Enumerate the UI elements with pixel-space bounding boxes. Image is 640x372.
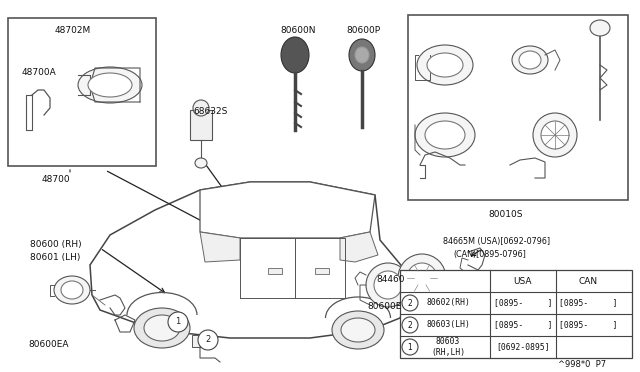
Text: 84665M (USA)[0692-0796]: 84665M (USA)[0692-0796] xyxy=(443,237,550,246)
Polygon shape xyxy=(90,182,410,338)
Ellipse shape xyxy=(590,20,610,36)
Ellipse shape xyxy=(134,308,190,348)
Polygon shape xyxy=(200,232,240,262)
Ellipse shape xyxy=(415,113,475,157)
Text: 80600N: 80600N xyxy=(280,26,316,35)
Ellipse shape xyxy=(281,37,309,73)
Bar xyxy=(8,18,156,166)
Text: [0895-     ]: [0895- ] xyxy=(493,321,552,330)
Ellipse shape xyxy=(398,254,446,302)
Text: [0895-     ]: [0895- ] xyxy=(559,321,617,330)
Text: [0895-     ]: [0895- ] xyxy=(493,298,552,308)
Ellipse shape xyxy=(195,158,207,168)
Text: 80603
(RH,LH): 80603 (RH,LH) xyxy=(431,337,465,357)
Ellipse shape xyxy=(54,276,90,304)
Bar xyxy=(268,268,282,274)
Ellipse shape xyxy=(402,295,418,311)
Ellipse shape xyxy=(341,318,375,342)
Ellipse shape xyxy=(144,315,180,341)
Text: ^998*0  P7: ^998*0 P7 xyxy=(558,360,606,369)
Text: 80010S: 80010S xyxy=(488,210,522,219)
Text: 48702M: 48702M xyxy=(55,26,92,35)
Polygon shape xyxy=(200,182,375,238)
Ellipse shape xyxy=(427,53,463,77)
Ellipse shape xyxy=(332,311,384,349)
Bar xyxy=(400,270,632,358)
Text: 2: 2 xyxy=(408,298,412,308)
Text: 68632S: 68632S xyxy=(193,107,227,116)
Text: 80600 (RH): 80600 (RH) xyxy=(30,240,82,249)
Ellipse shape xyxy=(417,45,473,85)
Text: 84460: 84460 xyxy=(376,275,404,284)
Ellipse shape xyxy=(402,317,418,333)
Ellipse shape xyxy=(88,73,132,97)
Text: 2: 2 xyxy=(205,336,211,344)
Ellipse shape xyxy=(425,121,465,149)
Text: 1: 1 xyxy=(408,343,412,352)
Text: 80603(LH): 80603(LH) xyxy=(426,321,470,330)
Ellipse shape xyxy=(533,113,577,157)
Ellipse shape xyxy=(78,67,142,103)
Bar xyxy=(192,335,210,347)
Text: (CAN)[0895-0796]: (CAN)[0895-0796] xyxy=(453,250,526,259)
Polygon shape xyxy=(340,232,378,262)
Text: 2: 2 xyxy=(408,321,412,330)
Ellipse shape xyxy=(366,263,410,307)
Ellipse shape xyxy=(541,121,569,149)
Text: USA: USA xyxy=(514,276,532,285)
Text: CAN: CAN xyxy=(579,276,598,285)
Text: 80601 (LH): 80601 (LH) xyxy=(30,253,81,262)
Ellipse shape xyxy=(168,312,188,332)
Text: 80600EA: 80600EA xyxy=(28,340,68,349)
Ellipse shape xyxy=(519,51,541,69)
Ellipse shape xyxy=(512,46,548,74)
Text: [0692-0895]: [0692-0895] xyxy=(496,343,550,352)
Ellipse shape xyxy=(349,39,375,71)
Ellipse shape xyxy=(355,47,369,63)
Text: 48700A: 48700A xyxy=(22,68,57,77)
Ellipse shape xyxy=(374,271,402,299)
Ellipse shape xyxy=(61,281,83,299)
Ellipse shape xyxy=(193,100,209,116)
Bar xyxy=(315,268,329,274)
Text: 48700: 48700 xyxy=(42,175,70,184)
Text: 1: 1 xyxy=(175,317,180,327)
Ellipse shape xyxy=(407,263,437,293)
Text: 80600E: 80600E xyxy=(367,302,401,311)
Bar xyxy=(190,110,212,140)
Text: 80600P: 80600P xyxy=(346,26,380,35)
Ellipse shape xyxy=(402,339,418,355)
Bar xyxy=(408,15,628,200)
Text: [0895-     ]: [0895- ] xyxy=(559,298,617,308)
Text: 80602(RH): 80602(RH) xyxy=(426,298,470,308)
Ellipse shape xyxy=(198,330,218,350)
